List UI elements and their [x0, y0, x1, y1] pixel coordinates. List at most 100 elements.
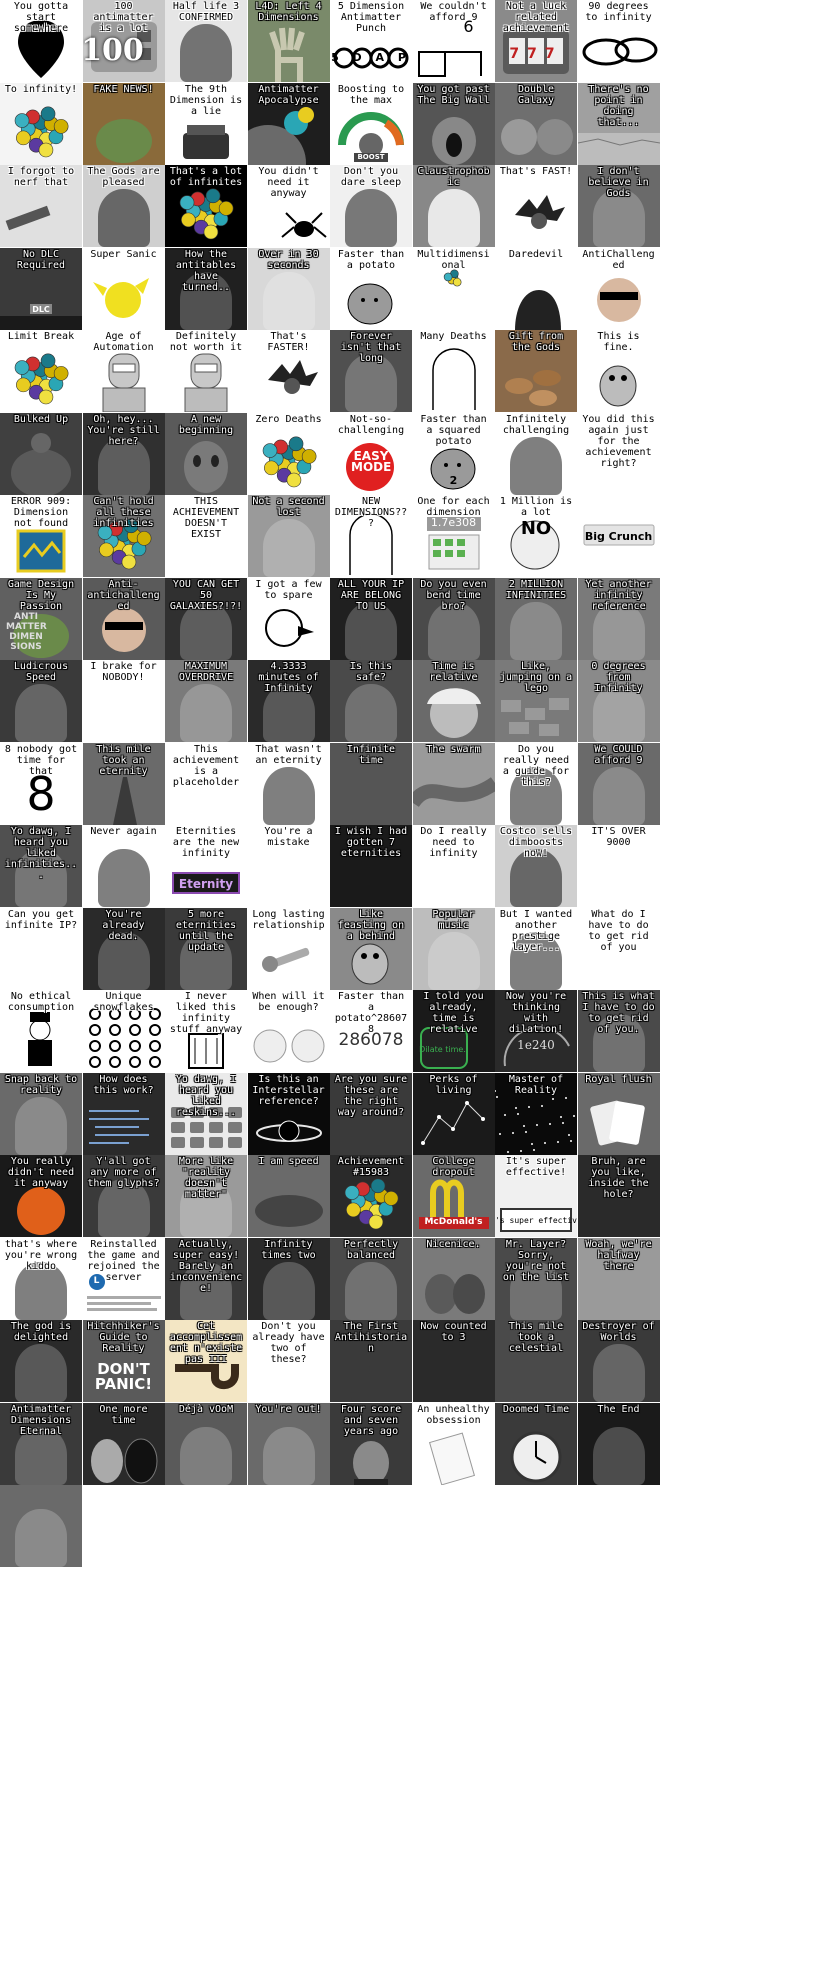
achievement-tile[interactable]: Perfectly balanced [330, 1237, 412, 1320]
achievement-tile[interactable]: Actually, super easy! Barely an inconven… [165, 1237, 247, 1320]
achievement-tile[interactable]: Daredevil [495, 247, 577, 330]
achievement-tile[interactable]: You didn't need it anyway [247, 165, 330, 247]
achievement-tile[interactable]: 100 100 antimatter is a lot [82, 0, 165, 82]
achievement-tile[interactable]: 0 degrees from Infinity [577, 660, 660, 742]
achievement-tile[interactable]: 6 We couldn't afford 9 [412, 0, 495, 82]
achievement-tile[interactable]: 5 more eternities until the update [165, 907, 247, 990]
achievement-tile[interactable]: Cet accomplissement n'existe pas III [165, 1320, 247, 1402]
achievement-tile[interactable]: that's where you're wrong kiddo [0, 1237, 82, 1320]
achievement-tile[interactable]: Master of Reality [495, 1072, 577, 1155]
achievement-tile[interactable]: ALL YOUR IP ARE BELONG TO US [330, 577, 412, 660]
achievement-tile[interactable]: Time is relative [412, 660, 495, 742]
achievement-tile[interactable]: Claustrophobic [412, 165, 495, 247]
achievement-tile[interactable]: Don't you already have two of these? [247, 1320, 330, 1402]
achievement-tile[interactable]: You're a mistake [247, 825, 330, 907]
achievement-tile[interactable]: NO 1 Million is a lot [495, 495, 577, 577]
achievement-tile[interactable]: Faster than a potato [330, 247, 412, 330]
achievement-tile[interactable]: 2 Faster than a squared potato [412, 412, 495, 495]
achievement-tile[interactable]: 1e240 Now you're thinking with dilation! [495, 990, 577, 1072]
achievement-tile[interactable]: The god is delighted [0, 1320, 82, 1402]
achievement-tile[interactable]: Woah, we're halfway there [577, 1237, 660, 1320]
achievement-tile[interactable]: I am speed [247, 1155, 330, 1237]
achievement-tile[interactable]: FAKE NEWS! [82, 82, 165, 165]
achievement-tile[interactable]: Snap back to reality [0, 1072, 82, 1155]
achievement-tile[interactable]: Can you get infinite IP? [0, 907, 82, 990]
achievement-tile[interactable]: You really didn't need it anyway [0, 1155, 82, 1237]
achievement-tile[interactable]: Y'all got any more of them glyphs? [82, 1155, 165, 1237]
achievement-tile[interactable]: Royal flush [577, 1072, 660, 1155]
achievement-tile[interactable]: 5 D A P 5 Dimension Antimatter Punch [330, 0, 412, 82]
achievement-tile[interactable]: This is what I have to do to get rid of … [577, 990, 660, 1072]
achievement-tile[interactable]: Many Deaths [412, 330, 495, 412]
achievement-tile[interactable]: Oh, hey... You're still here? [82, 412, 165, 495]
achievement-tile[interactable]: AntiChallenged [577, 247, 660, 330]
achievement-tile[interactable]: Eternity Eternities are the new infinity [165, 825, 247, 907]
achievement-tile[interactable]: Multidimensional [412, 247, 495, 330]
achievement-tile[interactable]: 2 MILLION INFINITIES [495, 577, 577, 660]
achievement-tile[interactable]: Long lasting relationship [247, 907, 330, 990]
achievement-tile[interactable]: Déjà vOoM [165, 1402, 247, 1485]
achievement-tile[interactable]: Is this safe? [330, 660, 412, 742]
achievement-tile[interactable]: Anti-antichallenged [82, 577, 165, 660]
achievement-tile[interactable]: Can't hold all these infinities [82, 495, 165, 577]
achievement-tile[interactable]: Mr. Layer? Sorry, you're not on the list [495, 1237, 577, 1320]
achievement-tile[interactable]: Costco sells dimboosts now! [495, 825, 577, 907]
achievement-tile[interactable]: How does this work? [82, 1072, 165, 1155]
achievement-tile[interactable]: It's super effective! It's super effectiv… [495, 1155, 577, 1237]
achievement-tile[interactable]: IT'S OVER 9000 [577, 825, 660, 907]
achievement-tile[interactable]: Don't you dare sleep [330, 165, 412, 247]
achievement-tile[interactable]: How the antitables have turned.. [165, 247, 247, 330]
achievement-tile[interactable]: YOU CAN GET 50 GALAXIES?!?! [165, 577, 247, 660]
achievement-tile[interactable]: The First Antihistorian [330, 1320, 412, 1402]
achievement-tile[interactable]: A new beginning [165, 412, 247, 495]
achievement-tile[interactable]: Infinity times two [247, 1237, 330, 1320]
achievement-tile[interactable]: Destroyer of Worlds [577, 1320, 660, 1402]
achievement-tile[interactable]: 777 Not a luck related achievement [495, 0, 577, 82]
achievement-tile[interactable]: BOOST Boosting to the max [330, 82, 412, 165]
achievement-tile[interactable]: There's no point in doing that... [577, 82, 660, 165]
achievement-tile[interactable]: THIS ACHIEVEMENT DOESN'T EXIST [165, 495, 247, 577]
achievement-tile[interactable]: Antimatter Dimensions Eternal [0, 1402, 82, 1485]
achievement-tile[interactable]: Half life 3 CONFIRMED [165, 0, 247, 82]
achievement-tile[interactable]: Never again [82, 825, 165, 907]
achievement-tile[interactable]: Definitely not worth it [165, 330, 247, 412]
achievement-tile[interactable]: 90 degrees to infinity [577, 0, 660, 82]
achievement-tile[interactable]: This mile took an eternity [82, 742, 165, 825]
achievement-tile[interactable]: Big CrunchBlink of an eye [577, 495, 660, 577]
achievement-tile[interactable]: Gift from the Gods [495, 330, 577, 412]
achievement-tile[interactable]: The 9th Dimension is a lie [165, 82, 247, 165]
achievement-tile[interactable]: Age of Automation [82, 330, 165, 412]
achievement-tile[interactable]: To infinity! [0, 82, 82, 165]
achievement-tile[interactable]: L Reinstalled the game and rejoined the s… [82, 1237, 165, 1320]
achievement-tile[interactable]: EASY MODE Not-so-challenging [330, 412, 412, 495]
achievement-tile[interactable]: That's FAST! [495, 165, 577, 247]
achievement-tile[interactable]: This achievement is a placeholder [165, 742, 247, 825]
achievement-tile[interactable]: Ludicrous Speed [0, 660, 82, 742]
achievement-tile[interactable]: DON'T PANIC! Hitchhiker's Guide to Realit… [82, 1320, 165, 1402]
achievement-tile[interactable]: I wish I had gotten 7 eternities [330, 825, 412, 907]
achievement-tile[interactable]: Not a second lost [247, 495, 330, 577]
achievement-tile[interactable]: Four score and seven years ago [330, 1402, 412, 1485]
achievement-tile[interactable]: I brake for NOBODY! [82, 660, 165, 742]
achievement-tile[interactable]: Forever isn't that long [330, 330, 412, 412]
achievement-tile[interactable]: Antimatter Apocalypse [247, 82, 330, 165]
achievement-tile[interactable]: More like "reality doesn't matter" [165, 1155, 247, 1237]
achievement-tile[interactable]: You're already dead. [82, 907, 165, 990]
achievement-tile[interactable]: Double Galaxy [495, 82, 577, 165]
achievement-tile[interactable]: Do I really need to infinity [412, 825, 495, 907]
achievement-tile[interactable]: No ethical consumption [0, 990, 82, 1072]
achievement-tile[interactable]: Popular music [412, 907, 495, 990]
achievement-tile[interactable]: Yo dawg, I heard you liked reskins... [165, 1072, 247, 1155]
achievement-tile[interactable]: But I wanted another prestige layer... [495, 907, 577, 990]
achievement-tile[interactable]: MAXIMUM OVERDRIVE [165, 660, 247, 742]
achievement-tile[interactable]: This is fine. [577, 330, 660, 412]
achievement-tile[interactable]: Bulked Up [0, 412, 82, 495]
achievement-tile[interactable]: Are you sure these are the right way aro… [330, 1072, 412, 1155]
achievement-tile[interactable]: Zero Deaths [247, 412, 330, 495]
achievement-tile[interactable]: Bruh, are you like, inside the hole? [577, 1155, 660, 1237]
achievement-tile[interactable]: Achievement #15983 [330, 1155, 412, 1237]
achievement-tile[interactable]: You gotta start somewhere [0, 0, 82, 82]
achievement-tile[interactable]: Super Sanic [82, 247, 165, 330]
achievement-tile[interactable]: I got a few to spare [247, 577, 330, 660]
achievement-tile[interactable]: Is this an Interstellar reference? [247, 1072, 330, 1155]
